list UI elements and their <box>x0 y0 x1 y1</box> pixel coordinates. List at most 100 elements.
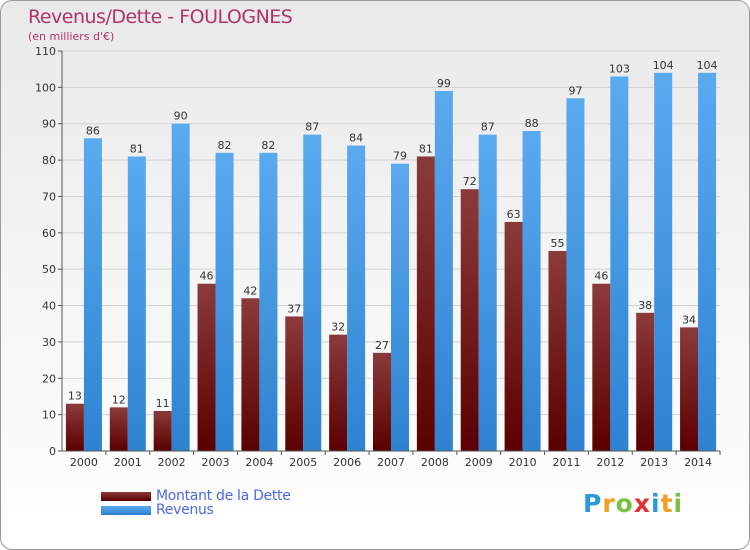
y-tick-label: 80 <box>42 154 56 167</box>
y-tick-label: 20 <box>42 372 56 385</box>
x-tick-label-2004: 2004 <box>245 456 273 469</box>
x-tick-label-2003: 2003 <box>202 456 230 469</box>
y-tick-label: 10 <box>42 409 56 422</box>
bar-dette-2013 <box>636 312 655 451</box>
bar-revenus-2001 <box>127 156 146 452</box>
legend-item-revenus: Revenus <box>101 502 214 518</box>
data-label-revenus-2012: 103 <box>609 62 630 75</box>
data-label-revenus-2005: 87 <box>305 121 319 134</box>
data-label-dette-2001: 12 <box>112 393 126 406</box>
legend-label-revenus: Revenus <box>156 502 214 518</box>
data-label-dette-2004: 42 <box>243 284 257 297</box>
data-label-dette-2000: 13 <box>68 390 82 403</box>
x-tick-label-2002: 2002 <box>158 456 186 469</box>
bar-dette-2003 <box>197 283 216 451</box>
y-tick-label: 0 <box>49 445 56 458</box>
bar-dette-2001 <box>109 407 128 451</box>
data-label-dette-2003: 46 <box>200 270 214 283</box>
bar-revenus-2006 <box>347 145 366 451</box>
logo-letter: r <box>602 489 616 518</box>
data-label-revenus-2009: 87 <box>481 121 495 134</box>
data-label-dette-2007: 27 <box>375 339 389 352</box>
bar-dette-2010 <box>504 221 523 451</box>
chart-subtitle: (en milliers d'€) <box>28 30 115 43</box>
data-label-revenus-2000: 86 <box>86 124 100 137</box>
x-tick-label-2013: 2013 <box>640 456 668 469</box>
legend-swatch-revenus <box>101 505 151 515</box>
bar-revenus-2010 <box>522 131 541 451</box>
logo-letter: i <box>673 489 684 518</box>
data-label-revenus-2014: 104 <box>697 59 718 72</box>
bar-dette-2011 <box>548 251 567 451</box>
bar-dette-2008 <box>416 156 435 452</box>
data-label-revenus-2013: 104 <box>653 59 674 72</box>
y-tick-label: 30 <box>42 336 56 349</box>
data-label-dette-2014: 34 <box>682 313 696 326</box>
x-tick-label-2014: 2014 <box>684 456 712 469</box>
bar-revenus-2008 <box>434 91 453 451</box>
bar-revenus-2012 <box>610 76 629 452</box>
bar-dette-2014 <box>680 327 699 451</box>
y-tick-label: 90 <box>42 118 56 131</box>
y-tick-label: 100 <box>35 81 56 94</box>
data-label-revenus-2001: 81 <box>130 142 144 155</box>
logo-letter: i <box>651 489 661 518</box>
x-tick-label-2012: 2012 <box>596 456 624 469</box>
data-label-dette-2002: 11 <box>156 397 170 410</box>
x-tick-label-2010: 2010 <box>509 456 537 469</box>
y-tick-label: 70 <box>42 190 56 203</box>
data-label-revenus-2010: 88 <box>525 117 539 130</box>
data-label-dette-2005: 37 <box>287 302 301 315</box>
data-label-dette-2010: 63 <box>507 208 521 221</box>
y-tick-label: 50 <box>42 263 56 276</box>
data-label-dette-2011: 55 <box>550 237 564 250</box>
data-label-revenus-2007: 79 <box>393 150 407 163</box>
bar-revenus-2002 <box>171 123 190 452</box>
bar-revenus-2014 <box>698 72 717 452</box>
x-tick-label-2005: 2005 <box>289 456 317 469</box>
bar-revenus-2005 <box>303 134 322 452</box>
bar-revenus-2003 <box>215 152 234 451</box>
bar-revenus-2011 <box>566 98 585 451</box>
bar-revenus-2013 <box>654 72 673 452</box>
x-tick-label-2011: 2011 <box>552 456 580 469</box>
bar-revenus-2009 <box>478 134 497 452</box>
data-label-revenus-2006: 84 <box>349 132 363 145</box>
legend-item-dette: Montant de la Dette <box>101 488 291 504</box>
logo-letter: x <box>633 489 651 518</box>
data-label-dette-2012: 46 <box>594 270 608 283</box>
logo-letter: P <box>583 489 603 518</box>
x-tick-label-2007: 2007 <box>377 456 405 469</box>
x-tick-label-2006: 2006 <box>333 456 361 469</box>
data-label-revenus-2011: 97 <box>568 84 582 97</box>
bar-dette-2000 <box>65 403 84 451</box>
x-tick-label-2001: 2001 <box>114 456 142 469</box>
data-label-revenus-2004: 82 <box>261 139 275 152</box>
legend-swatch-dette <box>101 491 151 501</box>
legend-label-dette: Montant de la Dette <box>156 488 291 504</box>
bar-dette-2012 <box>592 283 611 451</box>
bar-dette-2004 <box>241 298 260 451</box>
data-label-dette-2008: 81 <box>419 142 433 155</box>
chart-title: Revenus/Dette - FOULOGNES <box>28 6 293 28</box>
logo-letter: o <box>615 489 634 518</box>
data-label-dette-2009: 72 <box>463 175 477 188</box>
bar-dette-2002 <box>153 411 172 451</box>
bar-dette-2006 <box>329 334 348 451</box>
y-tick-label: 60 <box>42 227 56 240</box>
proxiti-logo: Proxiti <box>583 489 683 518</box>
data-label-revenus-2003: 82 <box>218 139 232 152</box>
bar-revenus-2007 <box>391 163 409 451</box>
bar-dette-2009 <box>460 189 479 451</box>
bar-revenus-2000 <box>83 138 102 452</box>
data-label-dette-2006: 32 <box>331 321 345 334</box>
data-label-dette-2013: 38 <box>638 299 652 312</box>
x-tick-label-2008: 2008 <box>421 456 449 469</box>
data-label-revenus-2002: 90 <box>174 110 188 123</box>
logo-letter: t <box>660 489 674 518</box>
x-tick-label-2000: 2000 <box>70 456 98 469</box>
bar-revenus-2004 <box>259 152 278 451</box>
y-tick-label: 110 <box>35 45 56 58</box>
